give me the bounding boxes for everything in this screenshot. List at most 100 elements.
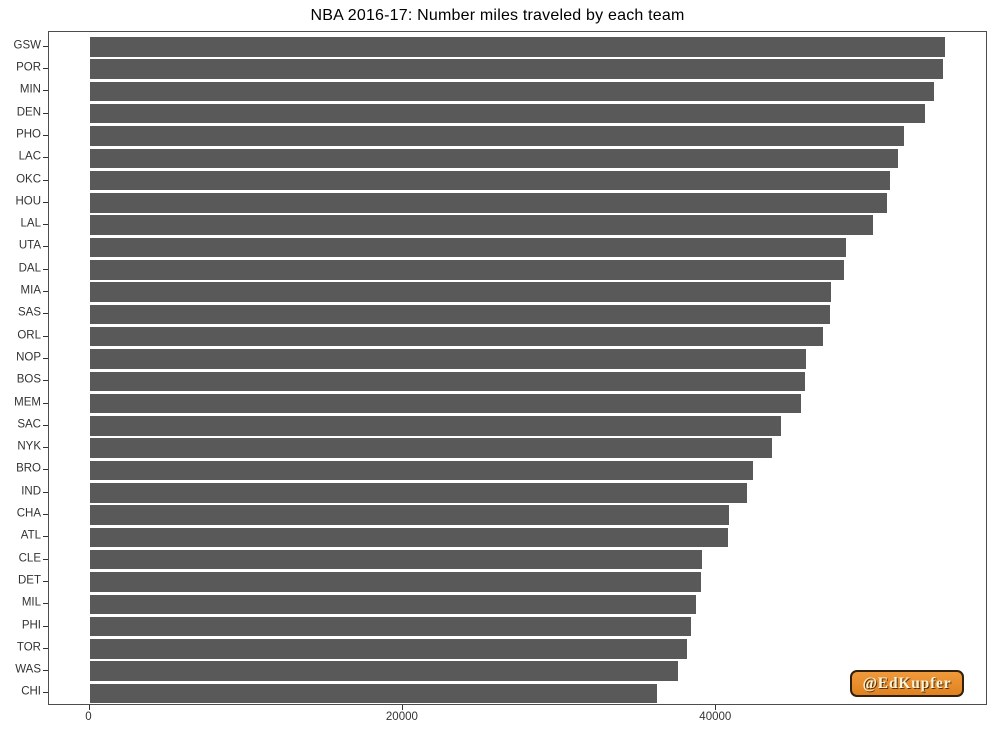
y-tick-mark [43, 580, 48, 582]
bar-cle [89, 549, 703, 570]
bar-ind [89, 483, 747, 503]
bar-dal [89, 260, 844, 280]
y-tick-mark [43, 224, 48, 226]
bar-chi [89, 683, 657, 704]
y-tick-mark [43, 603, 48, 605]
y-tick-mark [43, 514, 48, 516]
y-tick-mark [43, 536, 48, 538]
y-tick-label-was: WAS [15, 663, 41, 676]
bar-pho [89, 126, 905, 146]
y-tick-label-bos: BOS [16, 373, 41, 386]
y-tick-mark [43, 291, 48, 293]
y-tick-label-tor: TOR [16, 641, 41, 654]
bar-hou [89, 193, 888, 213]
y-tick-label-dal: DAL [18, 262, 41, 274]
y-tick-mark [43, 447, 48, 449]
bar-sas [89, 304, 830, 325]
bar-nyk [89, 438, 772, 458]
y-tick-mark [43, 268, 48, 270]
y-tick-label-bro: BRO [16, 462, 41, 475]
y-tick-mark [43, 402, 48, 404]
y-tick-mark [43, 380, 48, 382]
y-tick-label-por: POR [16, 61, 41, 74]
y-tick-mark [43, 335, 48, 337]
bar-atl [89, 527, 729, 548]
y-tick-label-sac: SAC [17, 418, 41, 431]
y-tick-mark [43, 558, 48, 560]
y-tick-mark [43, 179, 48, 181]
y-tick-label-chi: CHI [21, 685, 41, 698]
bar-bro [89, 460, 754, 481]
y-tick-mark [43, 647, 48, 649]
y-tick-mark [43, 491, 48, 493]
watermark-text: @EdKupfer [862, 674, 952, 692]
bar-mil [89, 594, 696, 614]
y-tick-mark [43, 313, 48, 315]
bar-okc [89, 170, 891, 191]
watermark-badge: @EdKupfer [850, 670, 964, 697]
bar-min [89, 81, 935, 102]
y-tick-label-sas: SAS [17, 306, 41, 319]
chart-title: NBA 2016-17: Number miles traveled by ea… [310, 7, 685, 24]
y-tick-label-nyk: NYK [17, 440, 41, 453]
y-tick-label-den: DEN [16, 105, 41, 118]
y-tick-label-det: DET [18, 574, 41, 587]
y-tick-label-lac: LAC [18, 150, 41, 163]
bar-lal [89, 215, 873, 235]
y-tick-mark [43, 68, 48, 70]
bar-por [89, 59, 943, 79]
y-tick-label-hou: HOU [15, 195, 41, 208]
y-tick-label-okc: OKC [16, 172, 41, 185]
bar-det [89, 572, 702, 592]
bar-cha [89, 505, 729, 525]
y-tick-label-atl: ATL [20, 529, 41, 542]
y-tick-mark [43, 692, 48, 694]
bar-sac [89, 416, 781, 436]
y-tick-mark [43, 625, 48, 627]
x-tick-mark [715, 705, 717, 710]
plot-panel [48, 31, 987, 705]
bar-mem [89, 393, 801, 414]
y-tick-label-mem: MEM [14, 395, 41, 408]
y-tick-mark [43, 424, 48, 426]
y-tick-mark [43, 45, 48, 47]
bar-lac [89, 148, 899, 168]
y-tick-label-ind: IND [21, 485, 41, 497]
bar-was [89, 661, 678, 681]
x-tick-mark [88, 705, 90, 710]
bar-orl [89, 326, 823, 347]
y-tick-mark [43, 157, 48, 159]
y-tick-label-nop: NOP [16, 351, 41, 364]
y-tick-mark [43, 201, 48, 203]
bar-tor [89, 639, 687, 659]
y-tick-label-pho: PHO [16, 128, 41, 141]
bar-mia [89, 282, 831, 302]
y-tick-mark [43, 469, 48, 471]
bar-bos [89, 371, 805, 391]
y-tick-label-mia: MIA [20, 284, 41, 297]
y-tick-label-orl: ORL [17, 328, 41, 341]
y-tick-mark [43, 670, 48, 672]
bar-gsw [89, 37, 946, 57]
y-tick-label-phi: PHI [21, 618, 41, 631]
y-tick-mark [43, 246, 48, 248]
y-tick-label-min: MIN [19, 83, 41, 96]
bar-den [89, 103, 925, 124]
x-tick-mark [401, 705, 403, 710]
y-tick-label-cha: CHA [16, 507, 41, 520]
bar-nop [89, 349, 806, 369]
y-tick-label-lal: LAL [20, 217, 41, 230]
x-tick-label: 40000 [699, 711, 732, 723]
x-tick-label: 20000 [385, 711, 418, 723]
y-tick-label-mil: MIL [21, 596, 41, 609]
bar-uta [89, 237, 847, 258]
y-tick-mark [43, 112, 48, 114]
y-tick-mark [43, 134, 48, 136]
y-tick-mark [43, 90, 48, 92]
y-tick-label-uta: UTA [18, 239, 41, 252]
y-tick-label-gsw: GSW [13, 39, 41, 51]
y-tick-label-cle: CLE [18, 551, 41, 564]
y-tick-mark [43, 357, 48, 359]
bar-phi [89, 616, 692, 637]
